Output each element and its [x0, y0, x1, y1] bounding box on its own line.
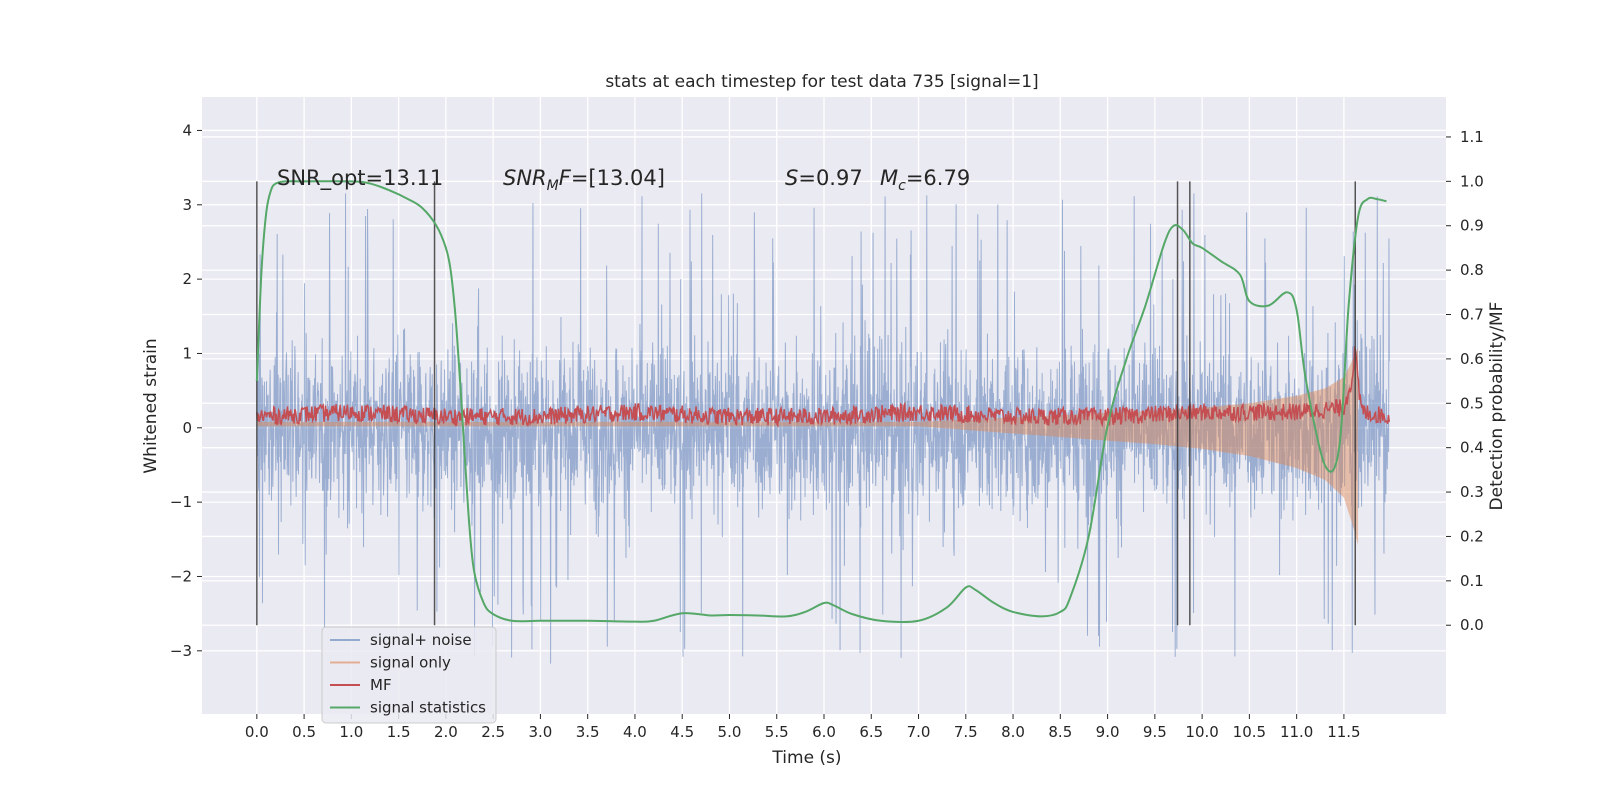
- y-right-tick-label: 1.0: [1460, 172, 1484, 190]
- x-tick-label: 5.5: [765, 723, 789, 741]
- y-right-tick-label: 0.2: [1460, 527, 1484, 545]
- x-tick-label: 11.0: [1280, 723, 1313, 741]
- x-tick-label: 5.0: [718, 723, 742, 741]
- x-tick-label: 9.0: [1096, 723, 1120, 741]
- y-right-tick-label: 0.0: [1460, 616, 1484, 634]
- x-tick-label: 2.0: [434, 723, 458, 741]
- y-tick-label: 2: [182, 270, 192, 288]
- y-right-tick-label: 0.9: [1460, 217, 1484, 235]
- y-tick-label: 3: [182, 196, 192, 214]
- axes: 0.0 0.5 1.0 1.5 2.0 2.5 3.0 3.5 4.0 4.5 5.0 5.5 6.0 6…: [170, 121, 1484, 741]
- x-tick-label: 8.5: [1048, 723, 1072, 741]
- y-axis-label: Whitened strain: [141, 338, 161, 473]
- y-right-tick-label: 0.7: [1460, 306, 1484, 324]
- x-tick-label: 9.5: [1143, 723, 1167, 741]
- x-tick-label: 4.5: [670, 723, 694, 741]
- legend-label: signal+ noise: [370, 631, 472, 649]
- x-tick-label: 2.5: [481, 723, 505, 741]
- snr-opt-annotation: SNR_opt=13.11: [277, 166, 443, 191]
- signal-statistics-series: [255, 180, 1387, 624]
- y-tick-label: 1: [182, 344, 192, 362]
- x-tick-label: 11.5: [1327, 723, 1360, 741]
- mf-line: [256, 345, 1391, 428]
- grid-lines: [202, 97, 1446, 714]
- x-tick-label: 7.0: [907, 723, 931, 741]
- x-tick-label: 7.5: [954, 723, 978, 741]
- legend-label: signal only: [370, 654, 451, 672]
- x-tick-label: 1.0: [339, 723, 363, 741]
- y-right-tick-label: 0.6: [1460, 350, 1484, 368]
- legend-box: [321, 626, 497, 724]
- x-tick-label: 3.0: [528, 723, 552, 741]
- x-tick-label: 10.0: [1185, 723, 1218, 741]
- legend-label: signal statistics: [370, 699, 486, 717]
- vertical-markers: [256, 181, 1357, 626]
- x-tick-label: 0.0: [245, 723, 269, 741]
- y-right-tick-label: 0.3: [1460, 483, 1484, 501]
- annotations: SNR_opt=13.11 SNRMF=[13.04] S=0.97 Mc=6.79: [277, 166, 970, 194]
- mc-value-annotation: Mc=6.79: [880, 166, 970, 194]
- snr-mf-annotation: SNRMF=[13.04]: [503, 166, 665, 194]
- chart-title: stats at each timestep for test data 735…: [605, 72, 1038, 92]
- y-tick-label: 0: [182, 419, 192, 437]
- y-right-tick-label: 0.4: [1460, 439, 1484, 457]
- legend-label: MF: [370, 676, 392, 694]
- y-axis-right-label: Detection probability/MF: [1487, 302, 1507, 511]
- y-right-tick-label: 1.1: [1460, 128, 1484, 146]
- y-right-tick-label: 0.8: [1460, 261, 1484, 279]
- x-axis-label: Time (s): [771, 748, 841, 768]
- y-tick-label: −3: [170, 642, 192, 660]
- x-tick-label: 4.0: [623, 723, 647, 741]
- y-right-tick-label: 0.1: [1460, 572, 1484, 590]
- x-tick-label: 8.0: [1001, 723, 1025, 741]
- x-tick-label: 1.5: [387, 723, 411, 741]
- s-value-annotation: S=0.97: [785, 166, 863, 190]
- y-tick-label: −2: [170, 567, 192, 585]
- x-tick-label: 6.5: [859, 723, 883, 741]
- x-tick-label: 3.5: [576, 723, 600, 741]
- x-tick-label: 6.0: [812, 723, 836, 741]
- x-tick-label: 10.5: [1233, 723, 1266, 741]
- y-tick-label: 4: [182, 121, 192, 139]
- signal-statistics-line: [255, 180, 1387, 624]
- mf-series: [256, 345, 1391, 428]
- x-tick-label: 0.5: [292, 723, 316, 741]
- y-right-tick-label: 0.5: [1460, 394, 1484, 412]
- legend: signal+ noise signal only MF signal statist…: [321, 626, 497, 724]
- y-tick-label: −1: [170, 493, 192, 511]
